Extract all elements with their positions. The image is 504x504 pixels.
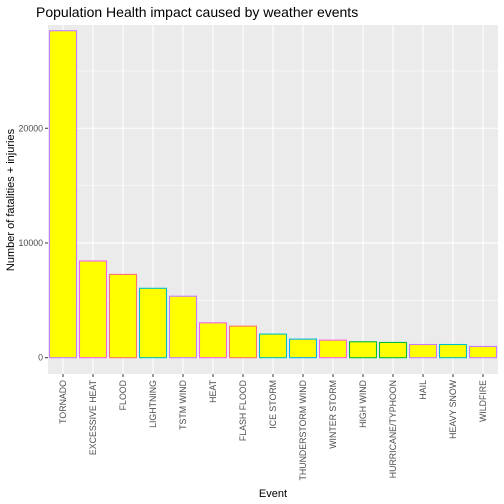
bars [48, 30, 498, 359]
bar-hail [408, 343, 438, 359]
bar-thunderstorm-wind [288, 338, 318, 359]
bar-flash-flood [228, 325, 258, 359]
bar-hurricane-typhoon [378, 341, 408, 359]
x-tick-label: FLOOD [118, 380, 128, 410]
bar-excessive-heat [78, 260, 108, 359]
x-tick-label: HURRICANE/TYPHOON [388, 380, 398, 478]
x-axis-title: Event [259, 488, 287, 500]
x-tick-label: HAIL [418, 380, 428, 400]
bar-tornado [48, 30, 78, 359]
bar-heavy-snow [438, 343, 468, 359]
bar-winter-storm [318, 339, 348, 359]
x-tick-label: ICE STORM [268, 380, 278, 429]
bar-lightning [138, 287, 168, 359]
y-axis-ticks: 0 10000 20000 [19, 123, 48, 363]
x-tick-label: HIGH WIND [358, 380, 368, 428]
bar-high-wind [348, 341, 378, 359]
bar-heat [198, 322, 228, 359]
x-tick-label: HEAT [208, 379, 218, 402]
x-tick-label: THUNDERSTORM WIND [298, 380, 308, 481]
y-axis-title: Number of fatalities + injuries [5, 128, 17, 271]
bar-flood [108, 273, 138, 359]
bar-wildfire [468, 345, 498, 359]
x-axis-ticks: TORNADO EXCESSIVE HEAT FLOOD LIGHTNING TSTM … [58, 374, 488, 481]
x-tick-label: FLASH FLOOD [238, 380, 248, 441]
x-tick-label: WINTER STORM [328, 380, 338, 449]
x-tick-label: LIGHTNING [148, 380, 158, 428]
x-tick-label: TSTM WIND [178, 380, 188, 430]
x-tick-label: WILDFIRE [478, 380, 488, 422]
y-tick-label: 0 [38, 353, 43, 363]
x-tick-label: HEAVY SNOW [448, 379, 458, 439]
bar-ice-storm [258, 333, 288, 359]
y-tick-label: 10000 [19, 238, 44, 248]
chart-title: Population Health impact caused by weath… [36, 4, 358, 20]
x-tick-label: EXCESSIVE HEAT [88, 379, 98, 455]
x-tick-label: TORNADO [58, 380, 68, 424]
y-tick-label: 20000 [19, 123, 44, 133]
bar-tstm-wind [168, 295, 198, 359]
